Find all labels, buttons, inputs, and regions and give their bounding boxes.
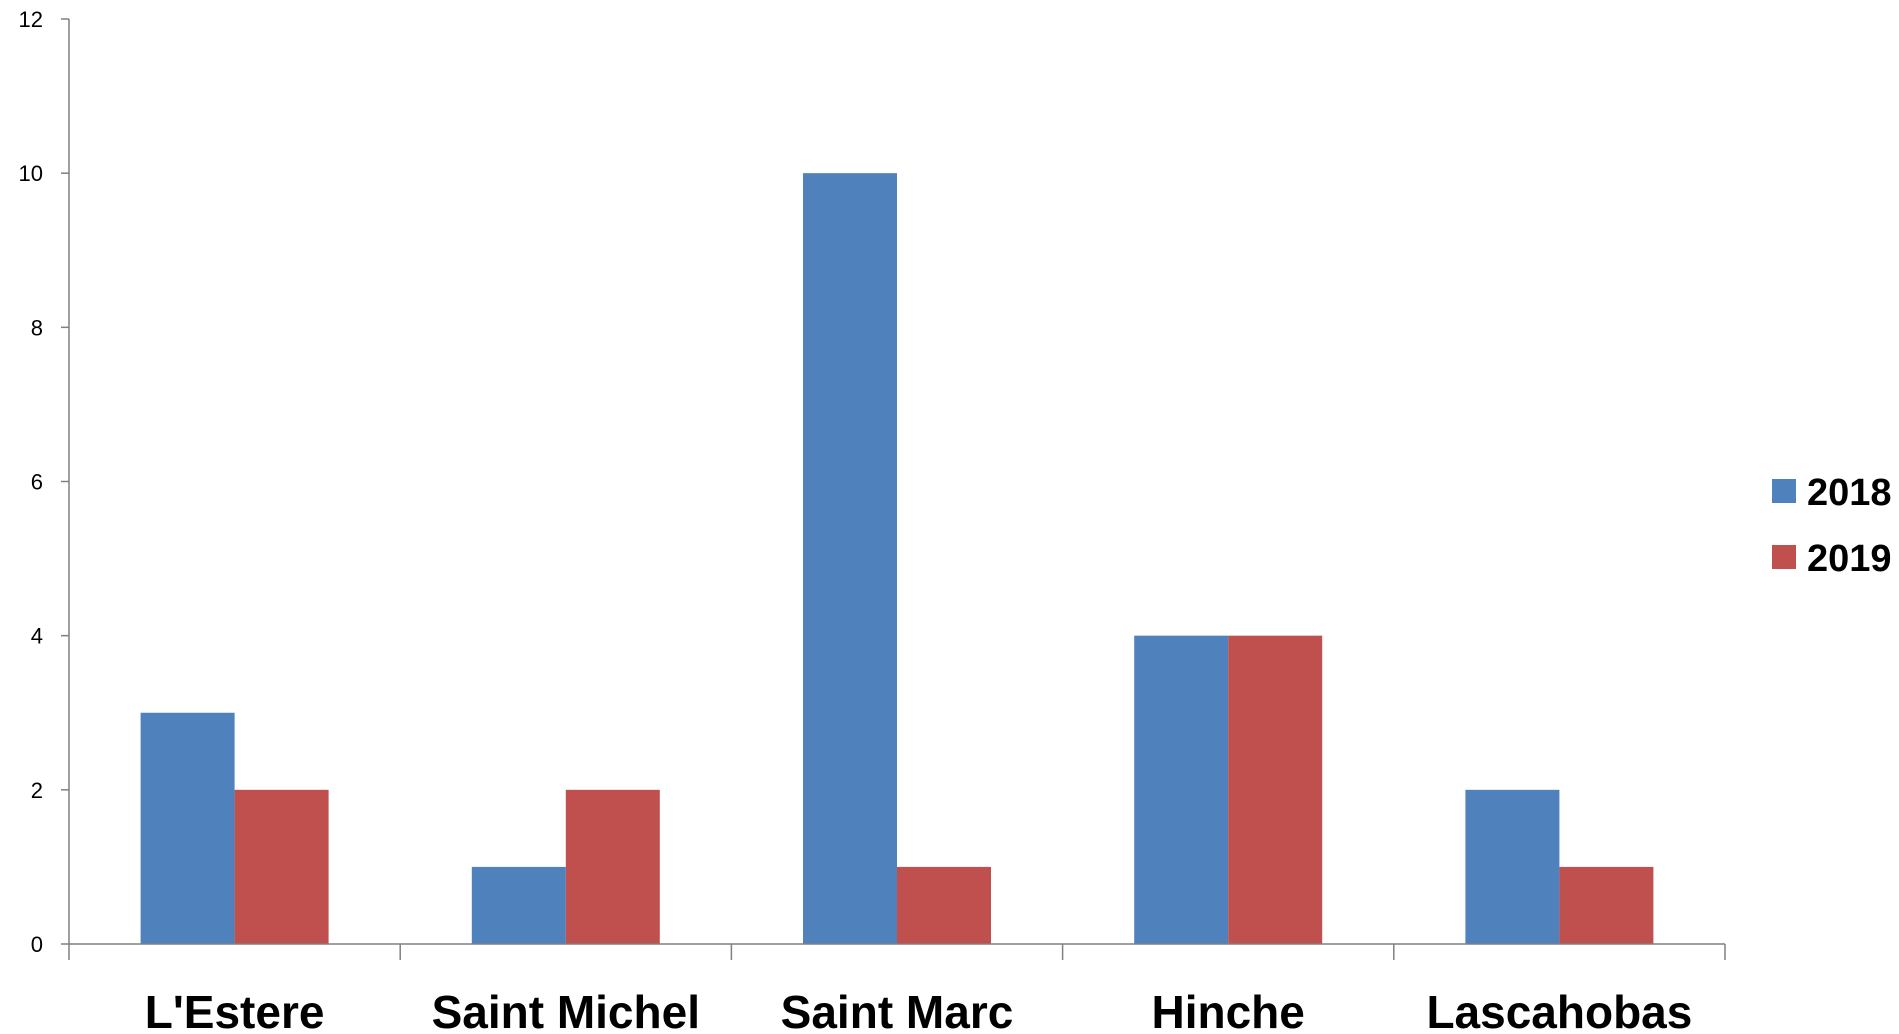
x-tick-label: Saint Marc [781,986,1014,1034]
x-tick-label: L'Estere [145,986,325,1034]
y-axis-ticks: 0 2 4 6 8 10 12 [19,7,69,957]
y-tick-label: 8 [31,315,43,340]
y-tick-label: 6 [31,470,43,495]
bar-2018-l-estere [140,712,235,944]
bar-2019-saint-michel [565,789,660,944]
bar-2019-lascahobas [1559,866,1654,944]
x-tick-label: Lascahobas [1426,986,1692,1034]
legend-swatch-2018 [1772,479,1796,503]
y-tick-label: 12 [19,7,43,32]
y-tick-label: 0 [31,932,43,957]
bar-2018-saint-michel [471,866,566,944]
y-tick-label: 4 [31,624,43,649]
legend-label-2018: 2018 [1807,472,1892,514]
bar-2019-hinche [1228,635,1323,944]
x-tick-label: Saint Michel [432,986,700,1034]
x-axis-ticks: L'Estere Saint Michel Saint Marc Hinche Lasc… [68,944,1726,1034]
bar-2018-lascahobas [1465,789,1560,944]
bar-2018-hinche [1134,635,1229,944]
y-tick-label: 2 [31,778,43,803]
legend-label-2019: 2019 [1807,538,1892,580]
bar-2018-saint-marc [803,173,897,944]
x-tick-label: Hinche [1152,986,1305,1034]
bar-2019-l-estere [234,789,329,944]
bar-2019-saint-marc [897,866,991,944]
legend-swatch-2019 [1772,545,1796,569]
legend: 2018 2019 [1772,472,1892,580]
y-tick-label: 10 [19,161,43,186]
bars-group [140,173,1654,944]
